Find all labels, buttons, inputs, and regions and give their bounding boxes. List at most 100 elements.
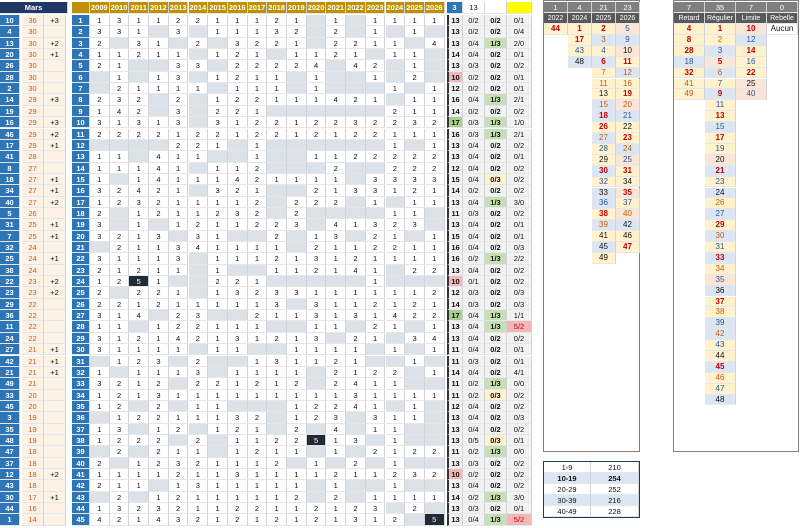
grid-cell [346, 15, 366, 27]
grid-cell: 3 [90, 378, 110, 390]
panel-header: 7 [736, 2, 767, 13]
grid-cell [247, 400, 268, 413]
grid-cell: 1 [346, 298, 366, 311]
grid-cell [267, 276, 287, 288]
grid-cell [346, 446, 366, 458]
grid-cell: 1 [208, 219, 228, 231]
grid-cell: 1 [149, 37, 169, 50]
grid-cell: 1 [90, 434, 110, 447]
grid-cell [365, 355, 386, 367]
stat-cell: 0/2 [485, 287, 507, 299]
grid-cell: 1 [385, 207, 406, 220]
grid-cell: 3 [129, 196, 150, 208]
grid-cell: 1 [188, 151, 209, 163]
grid-cell: 2 [208, 378, 228, 390]
stat-cell: 2/2 [507, 253, 532, 265]
panel-value: 42 [705, 329, 736, 341]
stat-cell: 0/2 [485, 83, 507, 95]
row-number: 27 [72, 310, 90, 322]
number-cell: 12 [0, 469, 20, 481]
grid-cell: 2 [227, 276, 248, 288]
grid-cell: 1 [287, 400, 307, 413]
grid-cell: 3 [168, 457, 189, 469]
grid-cell [129, 71, 150, 84]
range-label: 1-9 [544, 462, 591, 473]
row-number: 33 [72, 378, 90, 390]
grid-cell: 2 [346, 151, 366, 163]
number-cell: 32 [0, 242, 20, 254]
grid-cell [385, 400, 406, 413]
grid-cell: 1 [287, 264, 307, 277]
grid-cell [188, 117, 209, 129]
grid-cell [109, 457, 130, 469]
row-number: 14 [72, 162, 90, 174]
grid-cell: 1 [227, 219, 248, 231]
grid-cell: 1 [149, 276, 169, 288]
grid-cell: 1 [247, 423, 268, 435]
row-number: 15 [72, 173, 90, 186]
grid-cell: 1 [129, 162, 150, 174]
grid-cell: 2 [149, 207, 169, 220]
grid-cell: 1 [188, 412, 209, 424]
delta-cell [44, 162, 66, 174]
row-number: 13 [72, 151, 90, 163]
count-cell: 18 [22, 480, 44, 492]
grid-cell: 2 [90, 480, 110, 492]
grid-cell: 1 [208, 491, 228, 504]
stat-cell: 1/3 [485, 37, 507, 50]
grid-cell: 2 [247, 503, 268, 515]
panel-value: 1 [705, 24, 736, 35]
grid-cell [287, 276, 307, 288]
grid-cell: 3 [168, 71, 189, 84]
grid-cell: 2 [306, 196, 327, 208]
count-cell: 18 [22, 457, 44, 469]
grid-cell [346, 173, 366, 186]
row-number: 6 [72, 71, 90, 84]
grid-cell [346, 71, 366, 84]
grid-cell: 2 [424, 264, 445, 277]
grid-cell: 2 [405, 151, 425, 163]
grid-cell [385, 94, 406, 106]
grid-cell: 1 [405, 15, 425, 27]
grid-cell [227, 151, 248, 163]
grid-cell: 2 [129, 332, 150, 345]
grid-cell: 1 [385, 446, 406, 458]
grid-cell: 1 [405, 491, 425, 504]
stat-cell: 0/3 [463, 503, 485, 515]
number-cell: 30 [0, 491, 20, 504]
stat-cell: 17 [447, 310, 463, 322]
stat-cell: 12 [447, 400, 463, 413]
grid-cell: 2 [346, 253, 366, 265]
grid-cell: 2 [109, 400, 130, 413]
panel-value: 13 [705, 111, 736, 123]
grid-cell: 3 [267, 287, 287, 299]
stat-cell: 0/2 [463, 71, 485, 84]
grid-cell: 1 [385, 37, 406, 50]
grid-cell: 2 [267, 230, 287, 242]
number-cell: 18 [0, 173, 20, 186]
grid-cell [424, 207, 445, 220]
row-number: 29 [72, 332, 90, 345]
grid-cell: 1 [306, 355, 327, 367]
grid-cell [306, 366, 327, 379]
number-cell: 36 [0, 310, 20, 322]
grid-cell [188, 49, 209, 61]
grid-cell: 1 [424, 105, 445, 118]
panel-header: 7 [674, 2, 705, 13]
grid-cell: 2 [149, 400, 169, 413]
panel-header: 1 [544, 2, 568, 13]
grid-cell [346, 412, 366, 424]
grid-cell: 3 [188, 230, 209, 242]
grid-cell: 1 [267, 310, 287, 322]
grid-cell: 1 [287, 128, 307, 140]
grid-cell [149, 139, 169, 152]
stat-cell: 10 [447, 71, 463, 84]
grid-cell: 3 [227, 332, 248, 345]
stat-cell: 0/2 [485, 26, 507, 38]
grid-cell: 2 [247, 117, 268, 129]
count-cell: 24 [22, 253, 44, 265]
grid-cell [188, 344, 209, 356]
grid-cell: 2 [306, 242, 327, 254]
grid-cell: 1 [405, 60, 425, 72]
count-cell: 20 [22, 400, 44, 413]
